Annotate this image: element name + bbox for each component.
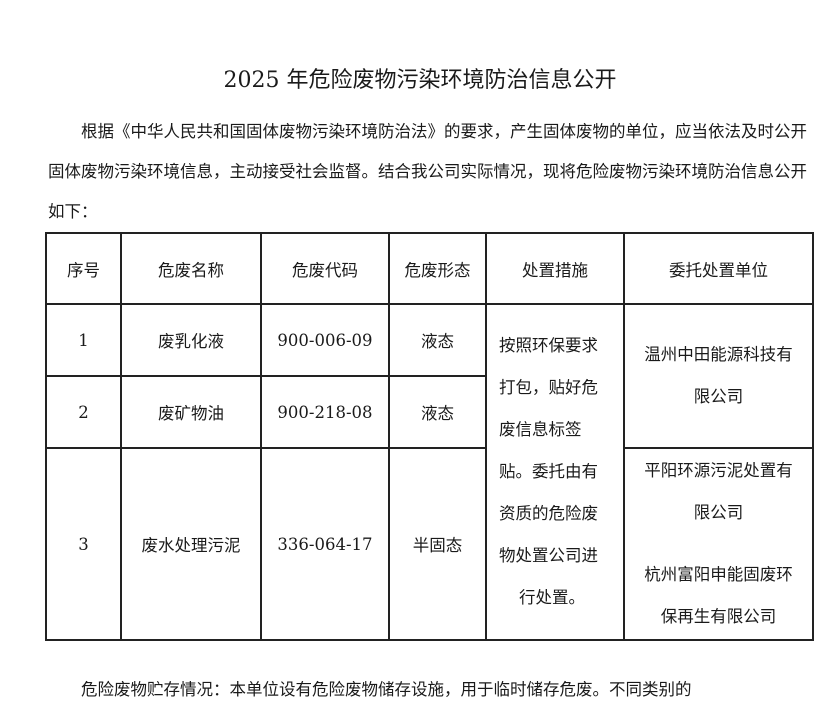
table-row: 1 废乳化液 900-006-09 液态 按照环保要求 打包，贴好危 废信息标签…: [45, 303, 814, 641]
cell-form: 液态: [388, 303, 487, 377]
cell-no: 2: [45, 375, 122, 449]
measures-line: 行处置。: [519, 588, 585, 607]
cell-unit-a: 温州中田能源科技有 限公司: [623, 303, 814, 449]
header-cell: 危废形态: [388, 232, 487, 305]
measures-line: 按照环保要求: [499, 336, 598, 355]
cell-name: 废矿物油: [120, 375, 262, 449]
header-cell: 委托处置单位: [623, 232, 814, 305]
unit-line: 平阳环源污泥处置有: [644, 461, 793, 480]
cell-code: 900-006-09: [260, 303, 390, 377]
unit-line: 温州中田能源科技有: [644, 345, 793, 364]
unit-line: 限公司: [693, 503, 744, 522]
measures-line: 贴。委托由有: [499, 462, 598, 481]
header-cell: 序号: [45, 232, 122, 305]
unit-line: 杭州富阳申能固废环: [644, 565, 793, 584]
cell-name: 废乳化液: [120, 303, 262, 377]
unit-line: 保再生有限公司: [660, 607, 777, 626]
header-cell: 危废代码: [260, 232, 390, 305]
cell-measures: 按照环保要求 打包，贴好危 废信息标签 贴。委托由有 资质的危险废 物处置公司进…: [485, 303, 625, 641]
table-header-row: 序号 危废名称 危废代码 危废形态 处置措施 委托处置单位: [45, 232, 814, 305]
cell-no: 3: [45, 447, 122, 641]
cell-form: 液态: [388, 375, 487, 449]
cell-no: 1: [45, 303, 122, 377]
cell-code: 336-064-17: [260, 447, 390, 641]
page-title: 2025 年危险废物污染环境防治信息公开: [223, 68, 617, 93]
measures-line: 资质的危险废: [499, 504, 598, 523]
cell-form: 半固态: [388, 447, 487, 641]
measures-line: 废信息标签: [499, 420, 582, 439]
cell-name: 废水处理污泥: [120, 447, 262, 641]
header-cell: 处置措施: [485, 232, 625, 305]
storage-paragraph: 危险废物贮存情况：本单位设有危险废物储存设施，用于临时储存危废。不同类别的: [81, 680, 692, 699]
intro-paragraph: 根据《中华人民共和国固体废物污染环境防治法》的要求，产生固体废物的单位，应当依法…: [48, 122, 807, 221]
cell-code: 900-218-08: [260, 375, 390, 449]
measures-line: 物处置公司进: [499, 546, 598, 565]
header-cell: 危废名称: [120, 232, 262, 305]
table-row: 3 废水处理污泥 336-064-17 半固态 平阳环源污泥处置有 限公司 杭州…: [45, 447, 814, 641]
cell-unit-bc: 平阳环源污泥处置有 限公司 杭州富阳申能固废环 保再生有限公司: [623, 447, 814, 641]
hazardous-waste-table: 序号 危废名称 危废代码 危废形态 处置措施 委托处置单位 1 废乳化液 900…: [45, 232, 814, 641]
table-row: 2 废矿物油 900-218-08 液态: [45, 375, 813, 449]
measures-line: 打包，贴好危: [499, 378, 598, 397]
unit-line: 限公司: [693, 387, 744, 406]
